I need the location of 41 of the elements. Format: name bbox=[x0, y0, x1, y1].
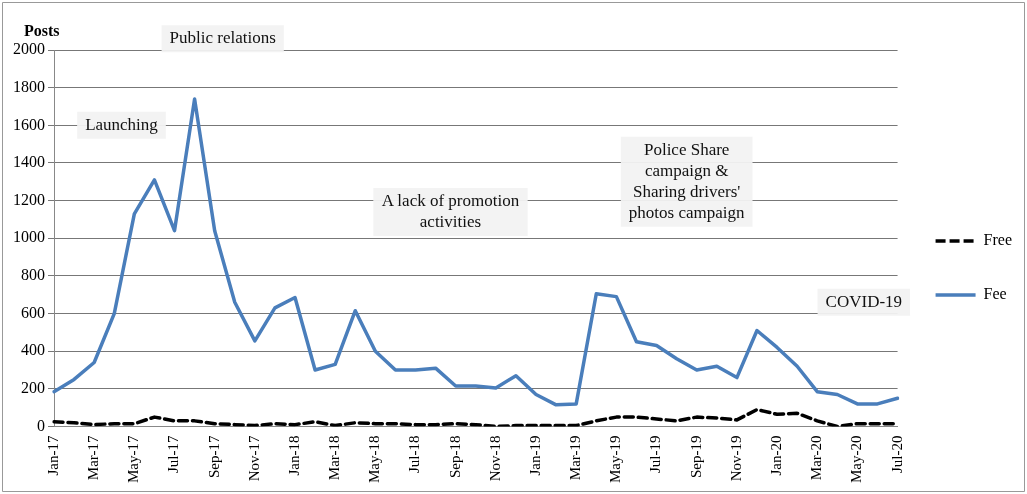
annotation: A lack of promotion activities bbox=[381, 190, 520, 231]
x-tick-label: Nov-19 bbox=[727, 435, 744, 482]
x-tick-label: May-19 bbox=[607, 435, 624, 484]
y-tick-label: 200 bbox=[21, 379, 45, 397]
x-tick-label: Jul-19 bbox=[647, 435, 664, 474]
y-tick-label: 800 bbox=[21, 266, 45, 284]
x-tick-label: Jan-18 bbox=[285, 435, 302, 476]
x-tick-label: May-20 bbox=[848, 435, 865, 484]
annotation: Police Share campaign & Sharing drivers' photos campaign bbox=[628, 139, 746, 222]
y-tick-label: 400 bbox=[21, 341, 45, 359]
y-tick-label: 1600 bbox=[13, 115, 45, 133]
x-tick-label: Jul-17 bbox=[165, 435, 182, 474]
legend-label: Fee bbox=[983, 285, 1007, 303]
y-tick-label: 1800 bbox=[13, 77, 45, 95]
y-tick-label: 600 bbox=[21, 303, 45, 321]
text: Public relations bbox=[169, 28, 276, 48]
x-tick-label: Nov-18 bbox=[486, 435, 503, 482]
x-tick-label: Mar-19 bbox=[567, 435, 584, 481]
y-axis-title: Posts bbox=[24, 22, 60, 40]
y-tick-label: 1400 bbox=[13, 153, 45, 171]
x-tick-label: Mar-20 bbox=[808, 435, 825, 481]
x-tick-label: Jul-18 bbox=[406, 435, 423, 474]
y-tick-label: 0 bbox=[37, 416, 45, 434]
x-tick-label: Mar-17 bbox=[85, 435, 102, 481]
y-tick-label: 1200 bbox=[13, 190, 45, 208]
x-tick-label: Jan-19 bbox=[526, 435, 543, 476]
y-tick-label: 2000 bbox=[13, 40, 45, 58]
y-tick-label: 1000 bbox=[13, 228, 45, 246]
x-tick-label: Jan-20 bbox=[768, 435, 784, 476]
x-tick-label: Jan-17 bbox=[44, 435, 61, 476]
annotation: COVID-19 bbox=[825, 291, 903, 311]
x-tick-label: May-17 bbox=[125, 435, 142, 484]
x-tick-label: Nov-17 bbox=[245, 435, 262, 482]
x-tick-label: Sep-18 bbox=[446, 435, 463, 479]
x-tick-label: Sep-19 bbox=[687, 435, 704, 479]
x-tick-label: Sep-17 bbox=[205, 435, 222, 479]
x-tick-label: Jul-20 bbox=[888, 435, 905, 474]
x-tick-label: May-18 bbox=[366, 435, 383, 484]
annotation: Launching bbox=[85, 114, 159, 134]
x-tick-label: Mar-18 bbox=[326, 435, 343, 481]
legend-label: Free bbox=[983, 231, 1013, 249]
